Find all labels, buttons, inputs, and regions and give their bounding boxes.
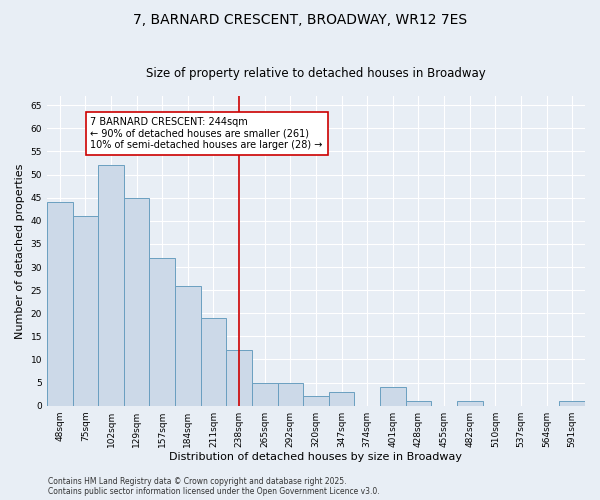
- Bar: [406, 401, 431, 406]
- X-axis label: Distribution of detached houses by size in Broadway: Distribution of detached houses by size …: [169, 452, 463, 462]
- Title: Size of property relative to detached houses in Broadway: Size of property relative to detached ho…: [146, 66, 486, 80]
- Bar: [124, 198, 149, 406]
- Bar: [303, 396, 329, 406]
- Bar: [73, 216, 98, 406]
- Bar: [226, 350, 252, 406]
- Bar: [457, 401, 482, 406]
- Bar: [175, 286, 200, 406]
- Bar: [252, 382, 278, 406]
- Bar: [329, 392, 355, 406]
- Bar: [149, 258, 175, 406]
- Text: 7 BARNARD CRESCENT: 244sqm
← 90% of detached houses are smaller (261)
10% of sem: 7 BARNARD CRESCENT: 244sqm ← 90% of deta…: [91, 116, 323, 150]
- Bar: [380, 387, 406, 406]
- Bar: [200, 318, 226, 406]
- Bar: [98, 166, 124, 406]
- Y-axis label: Number of detached properties: Number of detached properties: [15, 163, 25, 338]
- Bar: [559, 401, 585, 406]
- Bar: [47, 202, 73, 406]
- Text: 7, BARNARD CRESCENT, BROADWAY, WR12 7ES: 7, BARNARD CRESCENT, BROADWAY, WR12 7ES: [133, 12, 467, 26]
- Text: Contains HM Land Registry data © Crown copyright and database right 2025.
Contai: Contains HM Land Registry data © Crown c…: [48, 476, 380, 496]
- Bar: [278, 382, 303, 406]
